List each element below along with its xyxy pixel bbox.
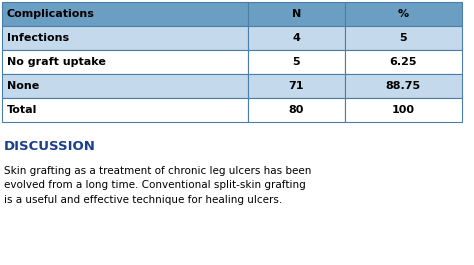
Text: 88.75: 88.75	[386, 81, 421, 91]
Text: Skin grafting as a treatment of chronic leg ulcers has been
evolved from a long : Skin grafting as a treatment of chronic …	[4, 166, 311, 205]
Text: N: N	[292, 9, 301, 19]
Text: 5: 5	[400, 33, 407, 43]
Bar	[248, 98, 345, 122]
Bar	[2, 2, 248, 26]
Text: 80: 80	[289, 105, 304, 115]
Bar	[2, 50, 248, 74]
Text: 6.25: 6.25	[390, 57, 417, 67]
Text: None: None	[7, 81, 39, 91]
Text: 100: 100	[392, 105, 415, 115]
Bar	[345, 26, 462, 50]
Bar	[2, 26, 248, 50]
Text: No graft uptake: No graft uptake	[7, 57, 106, 67]
Text: Total: Total	[7, 105, 37, 115]
Text: Complications: Complications	[7, 9, 95, 19]
Bar	[345, 74, 462, 98]
Bar	[345, 98, 462, 122]
Text: 71: 71	[289, 81, 304, 91]
Text: 4: 4	[292, 33, 301, 43]
Text: %: %	[398, 9, 409, 19]
Bar	[2, 98, 248, 122]
Bar	[345, 2, 462, 26]
Text: Infections: Infections	[7, 33, 69, 43]
Text: 5: 5	[292, 57, 300, 67]
Bar	[248, 2, 345, 26]
Text: DISCUSSION: DISCUSSION	[4, 140, 96, 153]
Bar	[248, 50, 345, 74]
Bar	[248, 74, 345, 98]
Bar	[345, 50, 462, 74]
Bar	[2, 74, 248, 98]
Bar	[248, 26, 345, 50]
